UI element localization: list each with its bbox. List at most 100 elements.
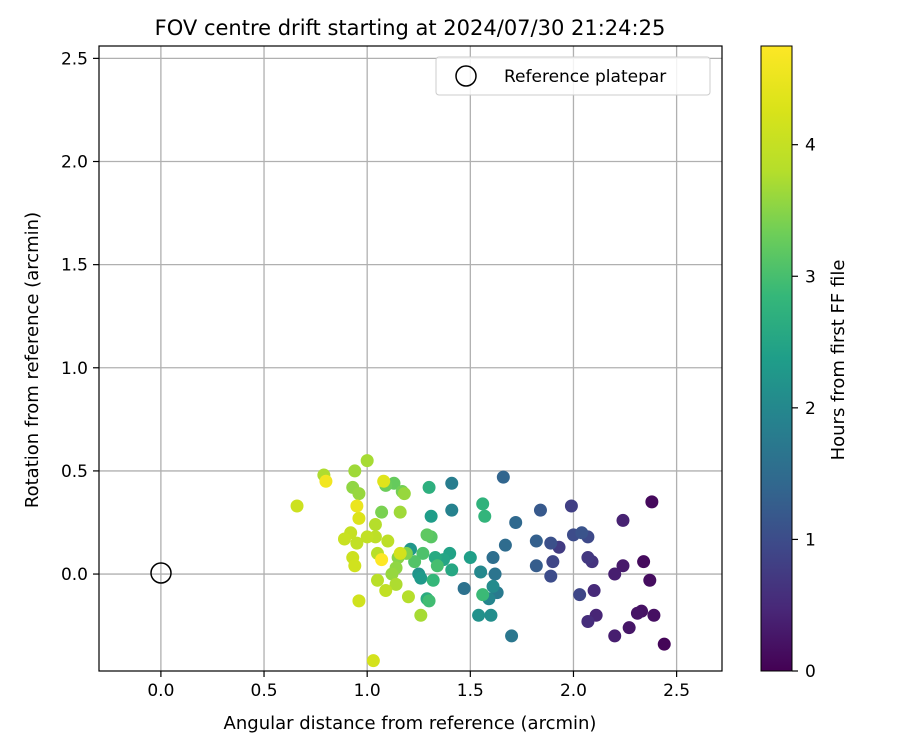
data-point — [348, 464, 362, 478]
data-point — [645, 495, 659, 509]
data-point — [416, 546, 430, 560]
data-point — [575, 526, 589, 540]
colorbar-tick-label: 3 — [805, 267, 816, 287]
data-point — [375, 553, 389, 567]
data-point — [484, 608, 498, 622]
data-point — [622, 621, 636, 635]
data-point — [474, 565, 488, 579]
y-tick-label: 1.5 — [61, 256, 88, 276]
data-point — [476, 588, 490, 602]
y-axis-ticks: 0.0 0.5 1.0 1.5 2.0 2.5 — [61, 49, 99, 585]
data-point — [445, 476, 459, 490]
data-points — [290, 454, 671, 668]
data-point — [352, 511, 366, 525]
data-point — [564, 499, 578, 513]
data-point — [616, 559, 630, 573]
data-point — [352, 487, 366, 501]
data-point — [657, 637, 671, 651]
data-point — [414, 571, 428, 585]
y-axis-label: Rotation from reference (arcmin) — [22, 212, 43, 508]
legend: Reference platepar — [435, 56, 711, 96]
data-point — [509, 515, 523, 529]
data-point — [498, 538, 512, 552]
data-point — [397, 487, 411, 501]
data-point — [637, 555, 651, 569]
data-point — [581, 551, 595, 565]
colorbar-tick-label: 2 — [805, 399, 816, 419]
reference-marker — [150, 562, 172, 584]
legend-label: Reference platepar — [504, 67, 666, 87]
colorbar-tick-label: 0 — [805, 662, 816, 682]
data-point — [290, 499, 304, 513]
data-point — [457, 581, 471, 595]
legend-box — [435, 56, 711, 96]
x-tick-label: 0.0 — [147, 681, 174, 701]
colorbar-tick-label: 4 — [805, 136, 816, 156]
data-point — [529, 534, 543, 548]
data-point — [348, 559, 362, 573]
data-point — [426, 573, 440, 587]
data-point — [533, 503, 547, 517]
y-tick-label: 2.0 — [61, 153, 88, 173]
data-point — [546, 555, 560, 569]
data-point — [463, 551, 477, 565]
data-point — [350, 536, 364, 550]
data-point — [401, 590, 415, 604]
data-point — [608, 629, 622, 643]
colorbar-tick-label: 1 — [805, 530, 816, 550]
x-tick-label: 2.5 — [663, 681, 690, 701]
data-point — [393, 505, 407, 519]
x-tick-label: 2.0 — [560, 681, 587, 701]
x-tick-label: 0.5 — [251, 681, 278, 701]
x-tick-label: 1.5 — [457, 681, 484, 701]
data-point — [375, 505, 389, 519]
data-point — [370, 573, 384, 587]
data-point — [430, 559, 444, 573]
y-tick-label: 0.5 — [61, 462, 88, 482]
data-point — [630, 606, 644, 620]
y-tick-label: 0.0 — [61, 565, 88, 585]
data-point — [414, 608, 428, 622]
data-point — [424, 509, 438, 523]
y-tick-label: 2.5 — [61, 49, 88, 69]
data-point — [608, 567, 622, 581]
data-point — [478, 509, 492, 523]
data-point — [420, 528, 434, 542]
data-point — [360, 530, 374, 544]
data-point — [368, 518, 382, 532]
colorbar-ticks: 0 1 2 3 4 — [792, 136, 816, 682]
colorbar — [760, 45, 793, 672]
data-point — [385, 567, 399, 581]
data-point — [488, 567, 502, 581]
data-point — [496, 470, 510, 484]
data-point — [445, 503, 459, 517]
x-axis-ticks: 0.0 0.5 1.0 1.5 2.0 2.5 — [147, 671, 690, 701]
data-point — [472, 608, 486, 622]
data-point — [381, 534, 395, 548]
data-point — [379, 584, 393, 598]
x-tick-label: 1.0 — [354, 681, 381, 701]
chart-title: FOV centre drift starting at 2024/07/30 … — [155, 16, 666, 40]
data-point — [422, 480, 436, 494]
data-point — [544, 569, 558, 583]
data-point — [393, 546, 407, 560]
data-point — [422, 594, 436, 608]
data-point — [319, 474, 333, 488]
plot-area — [98, 45, 723, 672]
data-point — [445, 563, 459, 577]
y-tick-label: 1.0 — [61, 359, 88, 379]
data-point — [544, 536, 558, 550]
data-point — [377, 474, 391, 488]
data-point — [581, 614, 595, 628]
data-point — [616, 513, 630, 527]
grid — [99, 46, 722, 671]
colorbar-label: Hours from first FF file — [828, 260, 849, 461]
data-point — [486, 551, 500, 565]
data-point — [486, 579, 500, 593]
data-point — [360, 454, 374, 468]
data-point — [529, 559, 543, 573]
data-point — [573, 588, 587, 602]
data-point — [337, 532, 351, 546]
data-point — [476, 497, 490, 511]
